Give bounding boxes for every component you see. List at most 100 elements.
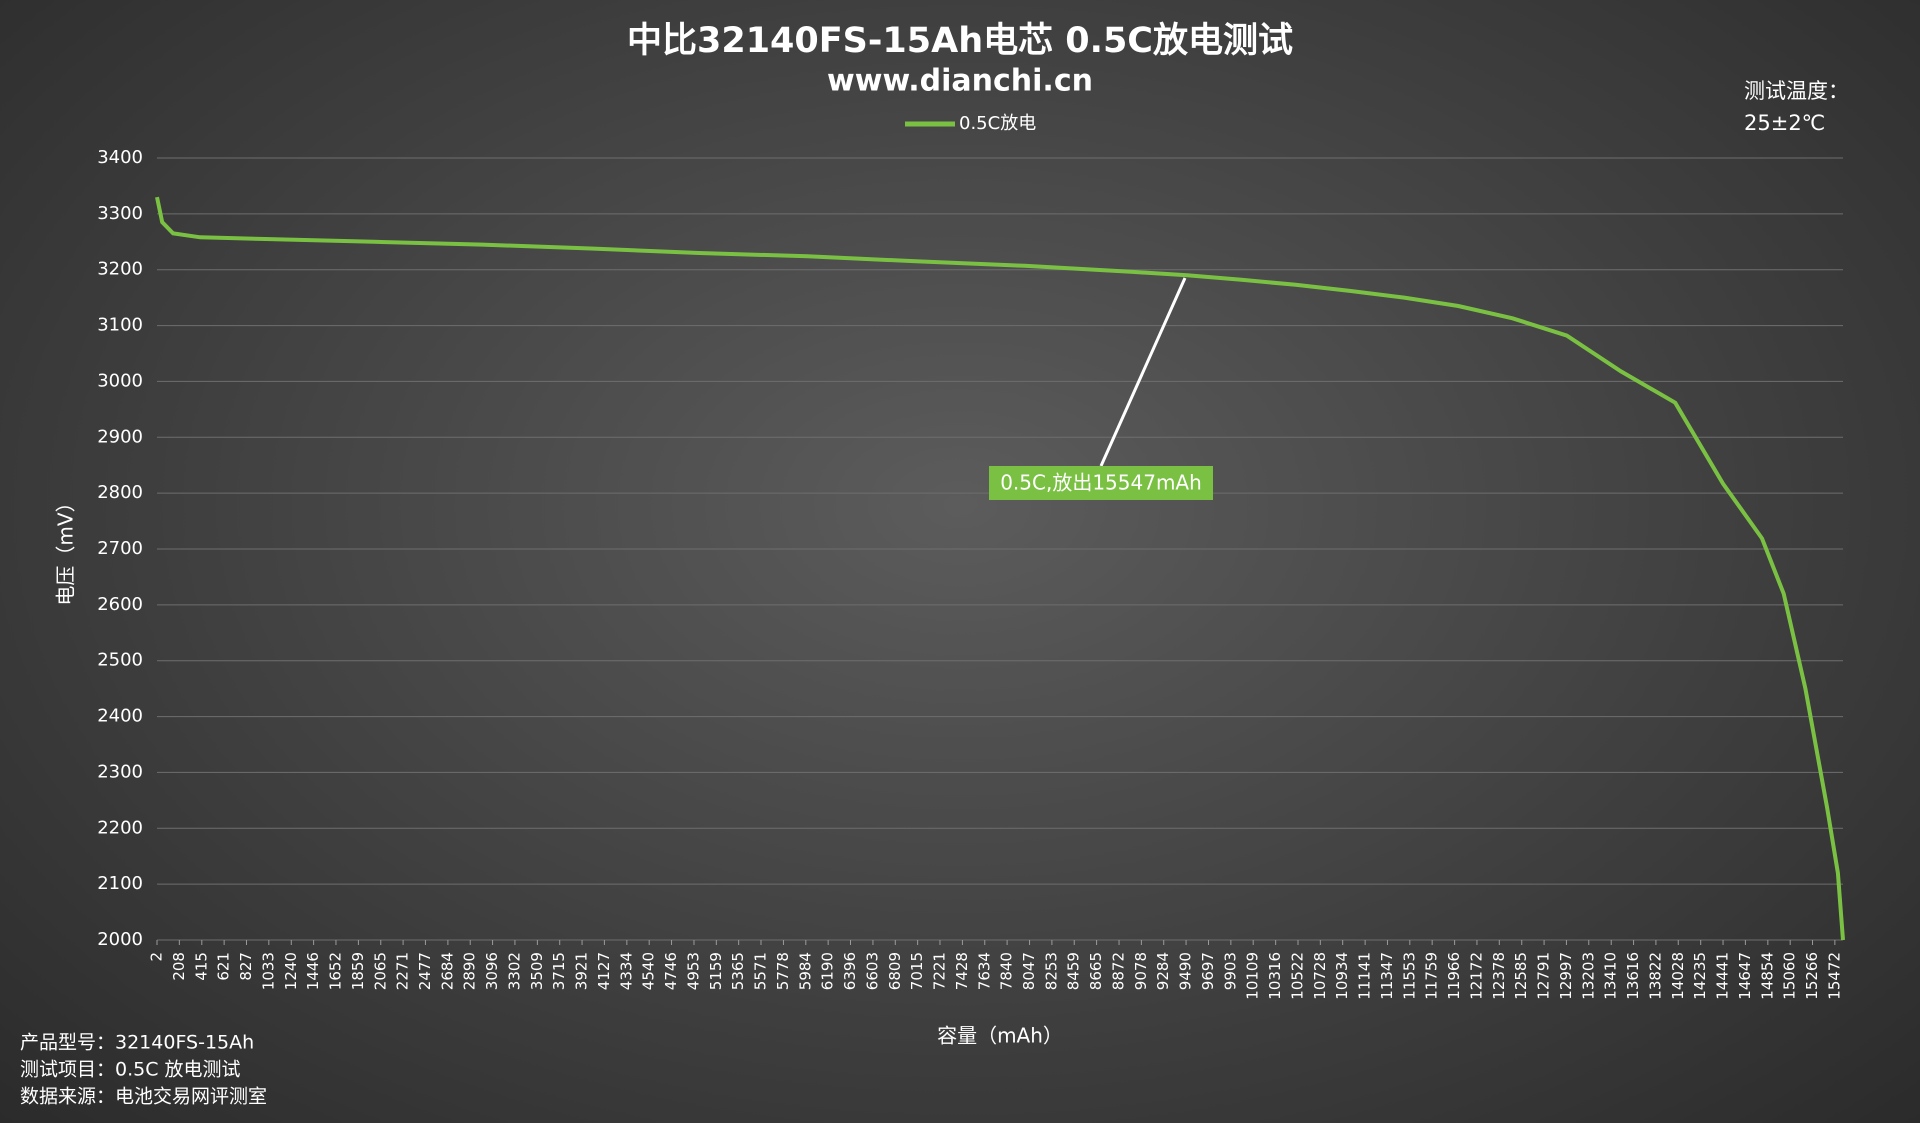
x-tick-label: 11553 [1400, 952, 1418, 1000]
x-tick-label: 8253 [1042, 952, 1060, 990]
y-tick-label: 2300 [97, 761, 143, 782]
x-tick-label: 2477 [416, 952, 434, 990]
y-tick-label: 2100 [97, 873, 143, 894]
chart-title: 中比32140FS-15Ah电芯 0.5C放电测试 [627, 21, 1293, 61]
x-tick-label: 12585 [1512, 952, 1530, 1000]
x-tick-label: 11759 [1423, 952, 1441, 1000]
temperature-note: 测试温度： [1744, 79, 1849, 103]
footnote: 数据来源：电池交易网评测室 [20, 1086, 267, 1108]
x-tick-label: 7634 [975, 952, 993, 990]
x-tick-label: 7428 [953, 952, 971, 990]
x-tick-label: 9490 [1177, 952, 1195, 990]
data-line [155, 196, 1845, 941]
x-tick-label: 3921 [573, 952, 591, 990]
x-tick-label: 1446 [304, 952, 322, 990]
x-tick-label: 9697 [1199, 952, 1217, 990]
x-tick-label: 5365 [729, 952, 747, 990]
x-tick-label: 2271 [394, 952, 412, 990]
plot [155, 157, 1845, 945]
x-tick-label: 10109 [1244, 952, 1262, 1000]
x-tick-label: 15472 [1825, 952, 1843, 1000]
x-tick-label: 4127 [595, 952, 613, 990]
x-tick-label: 10316 [1266, 952, 1284, 1000]
x-tick-label: 11966 [1445, 952, 1463, 1000]
x-tick-label: 4746 [662, 952, 680, 990]
y-tick-label: 2500 [97, 650, 143, 671]
y-tick-label: 3100 [97, 315, 143, 336]
x-tick-label: 8459 [1065, 952, 1083, 990]
x-tick-label: 11141 [1356, 952, 1374, 1000]
annotation-box [989, 466, 1213, 500]
x-tick-label: 14854 [1758, 952, 1776, 1000]
x-tick-label: 8665 [1087, 952, 1105, 990]
x-tick-label: 5984 [796, 952, 814, 990]
x-tick-label: 1652 [326, 952, 344, 990]
annotation-leader [1099, 277, 1187, 467]
x-tick-label: 5778 [774, 952, 792, 990]
x-tick-label: 2065 [371, 952, 389, 990]
y-tick-label: 3400 [97, 147, 143, 168]
x-tick-label: 12378 [1490, 952, 1508, 1000]
x-tick-label: 10522 [1288, 952, 1306, 1000]
x-tick-label: 3509 [528, 952, 546, 990]
x-tick-label: 13822 [1646, 952, 1664, 1000]
x-tick-label: 12997 [1557, 952, 1575, 1000]
y-axis-label: 电压（mV） [54, 492, 78, 605]
x-axis-label: 容量（mAh） [937, 1024, 1063, 1048]
y-tick-label: 2000 [97, 929, 143, 950]
x-tick-label: 12172 [1467, 952, 1485, 1000]
x-tick-label: 8872 [1110, 952, 1128, 990]
y-tick-label: 2700 [97, 538, 143, 559]
x-tick-label: 4334 [617, 952, 635, 990]
x-tick-label: 827 [237, 952, 255, 981]
x-tick-label: 3096 [483, 952, 501, 990]
y-tick-label: 2400 [97, 706, 143, 727]
x-tick-label: 621 [215, 952, 233, 981]
x-tick-label: 14441 [1714, 952, 1732, 1000]
y-tick-label: 3300 [97, 203, 143, 224]
y-tick-label: 3000 [97, 370, 143, 391]
x-tick-label: 208 [170, 952, 188, 981]
x-tick-label: 13616 [1624, 952, 1642, 1000]
legend-label: 0.5C放电 [959, 113, 1036, 134]
x-tick-label: 2 [148, 952, 166, 962]
x-tick-label: 14235 [1691, 952, 1709, 1000]
x-tick-label: 1033 [259, 952, 277, 990]
x-tick-label: 15060 [1781, 952, 1799, 1000]
x-tick-label: 7015 [908, 952, 926, 990]
y-tick-label: 2900 [97, 426, 143, 447]
x-tick-label: 5159 [707, 952, 725, 990]
chart-subtitle: www.dianchi.cn [827, 64, 1093, 99]
x-tick-label: 415 [192, 952, 210, 981]
x-tick-label: 6603 [863, 952, 881, 990]
footnote: 测试项目：0.5C 放电测试 [20, 1059, 241, 1081]
x-tick-label: 15266 [1803, 952, 1821, 1000]
x-tick-label: 2684 [438, 952, 456, 990]
x-tick-label: 7221 [930, 952, 948, 990]
x-tick-label: 1240 [282, 952, 300, 990]
x-tick-label: 2890 [461, 952, 479, 990]
x-tick-label: 6809 [886, 952, 904, 990]
y-tick-label: 2600 [97, 594, 143, 615]
x-tick-label: 4953 [684, 952, 702, 990]
x-tick-label: 6396 [841, 952, 859, 990]
x-tick-label: 8047 [1020, 952, 1038, 990]
x-tick-label: 5571 [752, 952, 770, 990]
x-tick-label: 10934 [1333, 952, 1351, 1000]
x-tick-label: 14647 [1736, 952, 1754, 1000]
x-tick-label: 9284 [1154, 952, 1172, 990]
temperature-note: 25±2℃ [1744, 111, 1825, 135]
x-tick-label: 1859 [349, 952, 367, 990]
x-tick-label: 9903 [1221, 952, 1239, 990]
x-tick-label: 11347 [1378, 952, 1396, 1000]
x-tick-label: 12791 [1535, 952, 1553, 1000]
x-tick-label: 6190 [819, 952, 837, 990]
y-tick-label: 2200 [97, 817, 143, 838]
x-tick-label: 10728 [1311, 952, 1329, 1000]
x-tick-label: 13410 [1602, 952, 1620, 1000]
x-tick-label: 4540 [640, 952, 658, 990]
footnote: 产品型号：32140FS-15Ah [20, 1032, 254, 1054]
x-tick-label: 13203 [1579, 952, 1597, 1000]
annotation: 0.5C,放出15547mAh [1000, 471, 1202, 495]
